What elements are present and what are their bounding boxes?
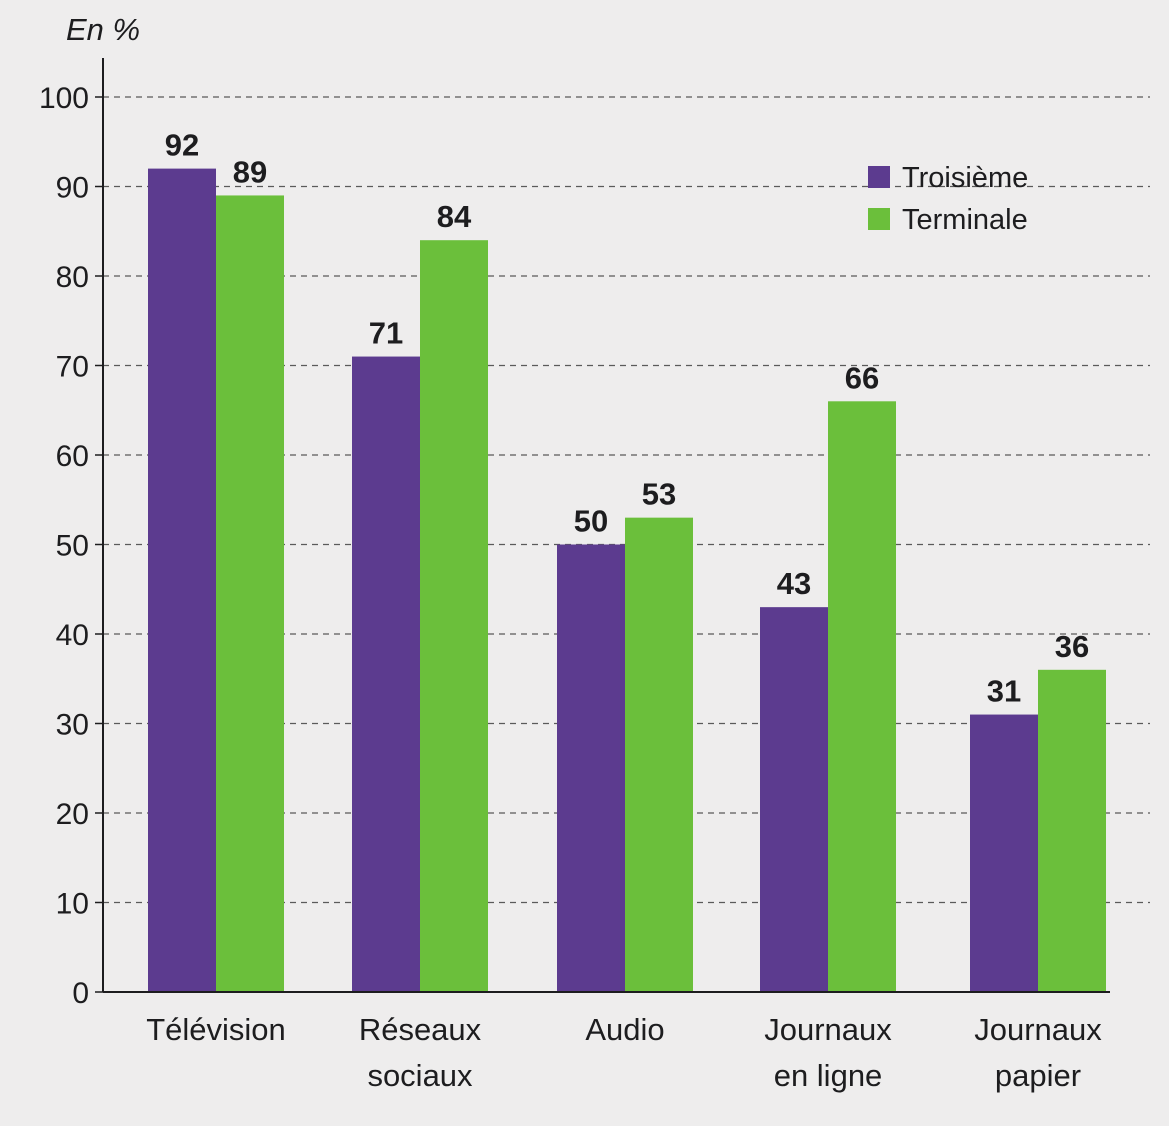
y-tick-label: 30	[56, 709, 89, 742]
bar	[352, 356, 420, 992]
y-tick-label: 90	[56, 172, 89, 205]
bar	[760, 607, 828, 992]
data-label: 66	[845, 360, 879, 395]
legend-swatch	[868, 166, 890, 188]
data-label: 36	[1055, 629, 1089, 664]
data-label: 53	[642, 477, 676, 512]
labels: 0 10 20 30 40 50 60 70 80 90 100 92 71 50 43 31 89 84 53 66…	[39, 12, 1102, 1093]
legend: Troisième Terminale	[868, 162, 1028, 236]
bar	[216, 195, 284, 992]
bar	[148, 168, 216, 993]
y-tick-label: 0	[72, 977, 89, 1010]
legend-label: Troisième	[902, 162, 1028, 194]
bars	[148, 168, 1106, 993]
y-tick-label: 40	[56, 619, 89, 652]
category-label: Journaux papier	[974, 1012, 1102, 1093]
legend-label: Terminale	[902, 204, 1028, 236]
data-label: 71	[369, 316, 403, 351]
category-label: Journaux en ligne	[764, 1012, 892, 1093]
data-label: 31	[987, 674, 1021, 709]
category-label: Réseaux sociaux	[359, 1012, 482, 1093]
bar	[557, 544, 625, 992]
data-label: 92	[165, 128, 199, 163]
data-label: 50	[574, 504, 608, 539]
y-tick-label: 20	[56, 798, 89, 831]
bar	[1038, 669, 1106, 992]
y-tick-label: 80	[56, 261, 89, 294]
bar	[625, 517, 693, 992]
category-label: Télévision	[146, 1012, 286, 1047]
bar	[420, 240, 488, 992]
y-tick-label: 70	[56, 351, 89, 384]
y-tick-label: 10	[56, 888, 89, 921]
legend-swatch	[868, 208, 890, 230]
data-label: 89	[233, 154, 267, 189]
data-label: 84	[437, 199, 472, 234]
axes	[95, 58, 1110, 993]
y-tick-label: 60	[56, 440, 89, 473]
y-tick-label: 100	[39, 82, 89, 115]
category-label: Audio	[585, 1012, 664, 1047]
y-tick-label: 50	[56, 530, 89, 563]
bar	[828, 401, 896, 992]
data-label: 43	[777, 566, 811, 601]
y-unit-label: En %	[66, 12, 140, 47]
bar	[970, 714, 1038, 992]
